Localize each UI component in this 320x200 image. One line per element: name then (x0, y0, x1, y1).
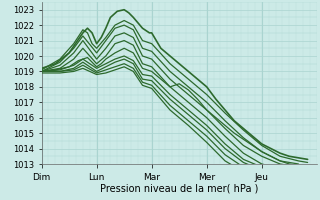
X-axis label: Pression niveau de la mer( hPa ): Pression niveau de la mer( hPa ) (100, 183, 258, 193)
